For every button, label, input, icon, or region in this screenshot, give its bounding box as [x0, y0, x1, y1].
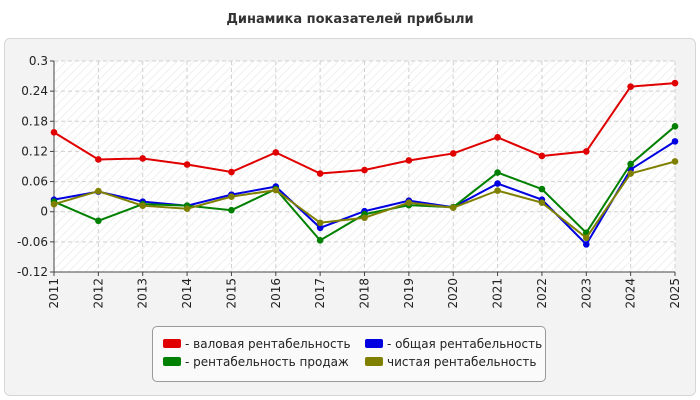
point-total-2025 [671, 138, 679, 145]
legend-swatch-gross [163, 339, 181, 348]
point-net-2019 [405, 199, 413, 206]
legend-item-sales: - рентабельность продаж [163, 355, 349, 369]
x-tick-label: 2024 [624, 278, 638, 309]
point-net-2017 [316, 219, 324, 227]
legend-label-total: - общая рентабельность [387, 337, 543, 351]
point-gross-2015 [228, 168, 235, 176]
point-gross-2024 [627, 83, 634, 90]
y-tick-label: 0.3 [29, 54, 48, 68]
x-tick-label: 2013 [136, 278, 150, 309]
point-gross-2012 [95, 156, 102, 163]
x-tick-label: 2019 [402, 278, 416, 309]
point-net-2020 [449, 204, 457, 211]
point-net-2018 [361, 214, 368, 222]
point-gross-2020 [449, 150, 457, 157]
x-tick-label: 2012 [91, 278, 105, 309]
y-tick-label: 0.24 [21, 84, 48, 98]
point-sales-2024 [627, 160, 634, 168]
point-gross-2025 [671, 79, 679, 87]
point-gross-2022 [538, 152, 546, 160]
point-total-2021 [494, 180, 501, 187]
x-tick-label: 2016 [269, 278, 283, 309]
point-net-2011 [50, 200, 58, 208]
point-gross-2018 [361, 166, 368, 174]
point-sales-2021 [494, 169, 501, 176]
point-net-2025 [671, 158, 679, 165]
y-tick-label: -0.06 [17, 235, 48, 249]
x-tick-label: 2018 [358, 278, 372, 309]
point-gross-2011 [50, 129, 58, 136]
point-gross-2013 [139, 155, 147, 162]
x-tick-label: 2023 [579, 278, 593, 309]
point-net-2014 [183, 205, 191, 212]
y-tick-label: 0.18 [21, 114, 48, 128]
x-tick-label: 2020 [446, 278, 460, 309]
point-total-2017 [316, 224, 324, 232]
legend-label-gross: - валовая рентабельность [185, 337, 351, 351]
point-gross-2019 [405, 157, 413, 164]
point-sales-2022 [538, 185, 546, 193]
x-tick-label: 2011 [47, 278, 61, 309]
y-tick-label: 0.12 [21, 144, 48, 158]
legend-swatch-sales [163, 357, 181, 366]
point-sales-2015 [228, 206, 235, 214]
point-sales-2012 [95, 217, 102, 225]
point-gross-2017 [316, 170, 324, 177]
point-net-2013 [139, 202, 147, 209]
legend-label-net: чистая рентабельность [387, 355, 537, 369]
point-total-2023 [582, 241, 590, 248]
point-net-2024 [627, 170, 634, 177]
legend-item-gross: - валовая рентабельность [163, 337, 351, 351]
legend-item-net: чистая рентабельность [365, 355, 536, 369]
y-tick-label: -0.12 [17, 265, 48, 279]
point-net-2023 [582, 234, 590, 242]
point-net-2021 [494, 187, 501, 194]
x-tick-label: 2014 [180, 278, 194, 309]
legend-swatch-total [365, 339, 383, 348]
point-net-2016 [272, 186, 280, 194]
point-gross-2023 [582, 148, 590, 155]
x-tick-label: 2021 [491, 278, 505, 309]
legend-label-sales: - рентабельность продаж [185, 355, 349, 369]
x-tick-label: 2017 [313, 278, 327, 309]
point-gross-2016 [272, 149, 280, 156]
x-tick-label: 2022 [535, 278, 549, 309]
point-gross-2021 [494, 134, 501, 141]
point-gross-2014 [183, 161, 191, 168]
chart-legend: - валовая рентабельность - общая рентабе… [152, 326, 546, 382]
point-sales-2025 [671, 123, 679, 130]
point-net-2015 [228, 193, 235, 200]
point-net-2012 [95, 187, 102, 195]
x-tick-label: 2025 [668, 278, 682, 309]
x-tick-label: 2015 [224, 278, 238, 309]
point-net-2022 [538, 199, 546, 206]
point-sales-2017 [316, 237, 324, 244]
legend-swatch-net [365, 357, 383, 366]
chart-title: Динамика показателей прибыли [226, 12, 474, 27]
y-tick-label: 0 [40, 205, 48, 219]
y-tick-label: 0.06 [21, 175, 48, 189]
legend-item-total: - общая рентабельность [365, 337, 542, 351]
